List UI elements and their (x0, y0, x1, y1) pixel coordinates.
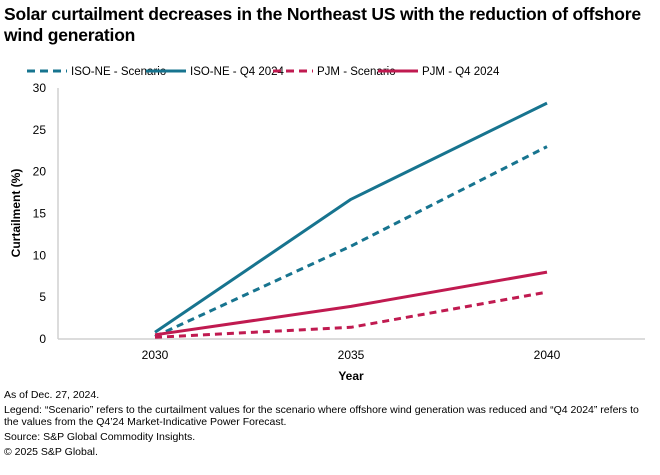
series-line-pjm-scenario (154, 290, 548, 339)
y-tick-label: 5 (39, 290, 46, 304)
y-tick-label: 15 (33, 207, 47, 221)
legend-label: PJM - Scenario (317, 66, 396, 78)
legend-item: PJM - Scenario (273, 66, 396, 78)
y-tick-label: 10 (33, 248, 47, 262)
y-tick-label: 30 (33, 81, 47, 95)
source-note: Source: S&P Global Commodity Insights. (4, 431, 196, 443)
legend-label: ISO-NE - Scenario (71, 66, 166, 78)
y-tick-label: 0 (39, 332, 46, 346)
x-axis-title: Year (338, 369, 364, 383)
legend-label: ISO-NE - Q4 2024 (190, 66, 285, 78)
series-line-iso-ne-scenario (154, 145, 548, 338)
axes: 0 5 10 15 20 25 30 2030 2035 2040 Year Curtailment … (9, 81, 645, 383)
x-tick-label: 2030 (142, 348, 169, 362)
legend-item: PJM - Q4 2024 (378, 66, 500, 78)
legend-item: ISO-NE - Q4 2024 (146, 66, 285, 78)
as-of-note: As of Dec. 27, 2024. (4, 389, 100, 401)
chart-title: Solar curtailment decreases in the North… (4, 4, 641, 45)
series-group (154, 101, 548, 339)
copyright-note: © 2025 S&P Global. (4, 446, 98, 458)
legend-label: PJM - Q4 2024 (422, 66, 500, 78)
y-tick-label: 25 (33, 123, 47, 137)
series-line-iso-ne-q4-2024 (154, 101, 548, 334)
y-axis-title: Curtailment (%) (9, 169, 23, 258)
line-chart: ISO-NE - Scenario ISO-NE - Q4 2024 PJM - S… (9, 66, 645, 383)
x-tick-label: 2035 (338, 348, 365, 362)
legend: ISO-NE - Scenario ISO-NE - Q4 2024 PJM - S… (27, 66, 500, 78)
chart-notes: As of Dec. 27, 2024. Legend: “Scenario” … (4, 389, 656, 461)
x-tick-label: 2040 (534, 348, 561, 362)
legend-item: ISO-NE - Scenario (27, 66, 166, 78)
y-tick-label: 20 (33, 165, 47, 179)
legend-note: Legend: “Scenario” refers to the curtail… (4, 404, 639, 428)
series-line-pjm-q4-2024 (154, 270, 548, 337)
